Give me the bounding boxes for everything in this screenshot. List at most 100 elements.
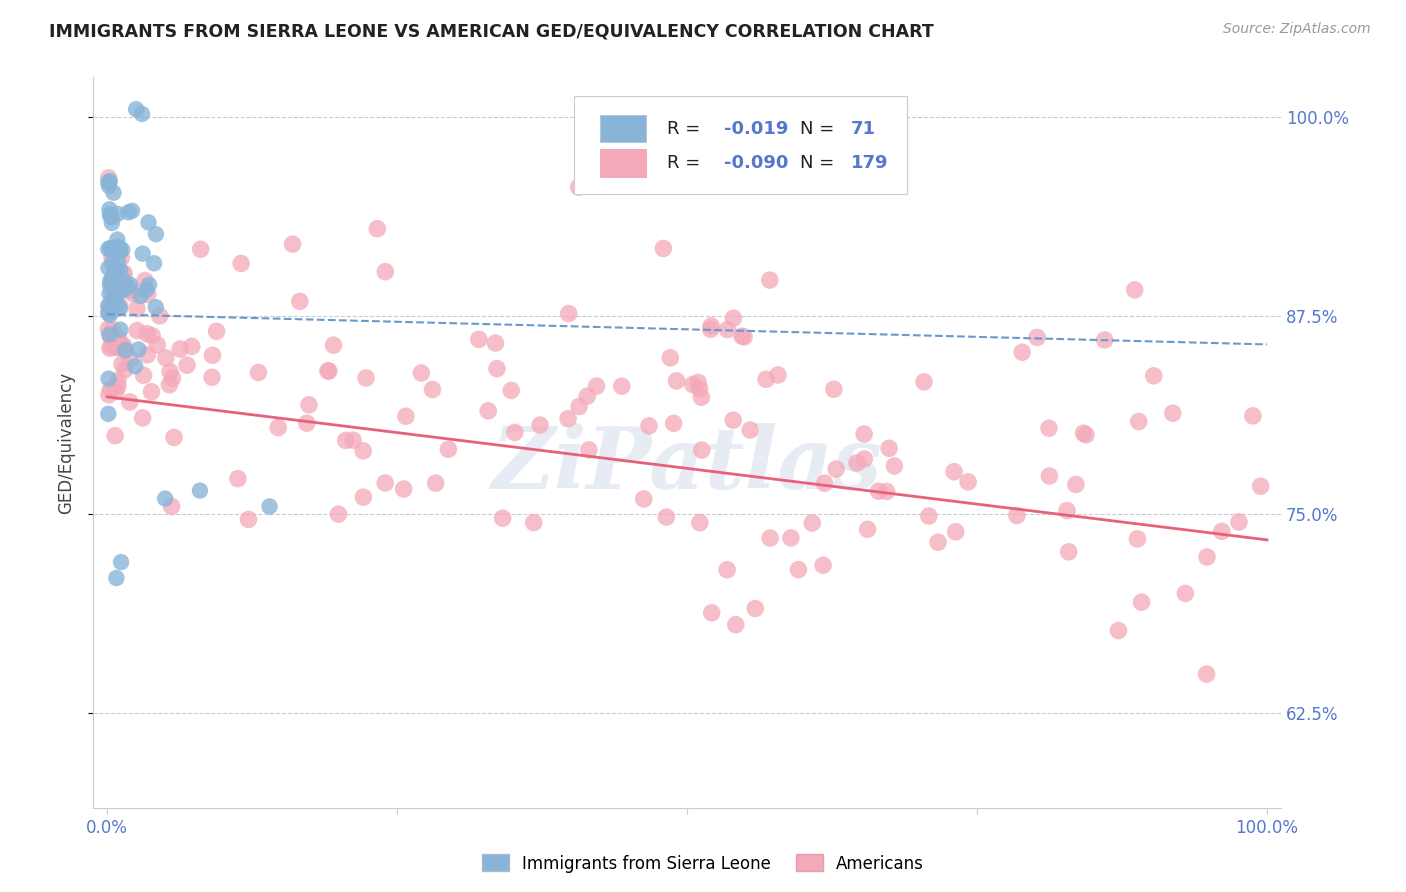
Point (201, 348, 224, 362)
Point (97, 260, 120, 275)
Point (141, 328, 163, 343)
Point (690, 390, 713, 404)
Point (877, 442, 900, 456)
Point (101, 243, 124, 257)
Point (97, 242, 120, 256)
Point (912, 375, 935, 389)
Point (501, 384, 523, 398)
Point (682, 377, 704, 392)
Point (690, 443, 713, 458)
Point (121, 203, 143, 218)
Point (1227, 515, 1250, 529)
Point (103, 268, 125, 282)
Text: R =: R = (666, 154, 706, 172)
Point (723, 311, 745, 326)
Text: -0.090: -0.090 (724, 154, 789, 172)
Point (163, 430, 186, 444)
Point (610, 379, 633, 393)
Point (259, 500, 281, 514)
Point (578, 442, 600, 457)
Point (477, 404, 499, 418)
Point (201, 370, 224, 384)
Point (1057, 545, 1080, 559)
Point (149, 309, 172, 323)
Point (162, 371, 184, 385)
Point (98, 308, 121, 322)
Point (1241, 409, 1264, 423)
Point (145, 300, 167, 314)
Point (132, 368, 155, 383)
Point (100, 383, 122, 397)
Point (1094, 333, 1116, 347)
Point (716, 322, 738, 336)
Point (205, 324, 228, 338)
Point (759, 531, 782, 545)
Point (755, 372, 778, 386)
Point (101, 271, 124, 285)
Point (110, 555, 132, 569)
Point (700, 606, 723, 620)
Point (422, 383, 444, 397)
Point (98, 202, 121, 217)
FancyBboxPatch shape (574, 95, 907, 194)
Point (118, 395, 141, 409)
Point (700, 318, 723, 333)
Point (112, 279, 135, 293)
Point (118, 283, 141, 297)
Point (1250, 479, 1272, 493)
Point (318, 364, 340, 378)
Point (169, 342, 191, 356)
Point (97, 299, 120, 313)
Point (845, 456, 868, 470)
Point (101, 322, 124, 336)
Point (288, 294, 311, 309)
Point (1064, 477, 1087, 491)
Point (354, 371, 377, 385)
Point (100, 331, 122, 345)
Point (124, 359, 146, 374)
Point (114, 343, 136, 358)
Point (766, 368, 789, 382)
Point (724, 617, 747, 632)
Point (1211, 524, 1233, 539)
Point (633, 491, 655, 506)
Point (1128, 415, 1150, 429)
Point (352, 444, 374, 458)
Point (107, 256, 129, 270)
Point (108, 263, 131, 277)
Point (665, 374, 688, 388)
Point (918, 509, 941, 524)
Point (97, 322, 120, 336)
Text: Source: ZipAtlas.com: Source: ZipAtlas.com (1223, 22, 1371, 37)
Point (1130, 595, 1153, 609)
Point (117, 279, 139, 293)
Point (425, 476, 447, 491)
Point (98, 305, 121, 319)
Point (295, 416, 318, 430)
Point (138, 215, 160, 229)
Point (688, 376, 710, 390)
Point (529, 418, 551, 433)
Point (689, 382, 711, 396)
Point (557, 307, 579, 321)
Point (945, 524, 967, 539)
Point (180, 339, 202, 353)
Point (1161, 406, 1184, 420)
Point (104, 265, 127, 279)
Point (136, 287, 159, 301)
Point (108, 244, 131, 259)
Point (557, 411, 579, 425)
Point (100, 211, 122, 225)
Point (853, 427, 876, 442)
Point (98, 207, 121, 221)
Point (131, 246, 153, 260)
Point (105, 240, 128, 254)
Point (492, 511, 515, 525)
Point (131, 107, 153, 121)
Text: N =: N = (800, 154, 839, 172)
Point (188, 483, 211, 498)
Point (105, 272, 128, 286)
Point (814, 476, 837, 491)
Point (100, 340, 122, 354)
Point (98, 286, 121, 301)
